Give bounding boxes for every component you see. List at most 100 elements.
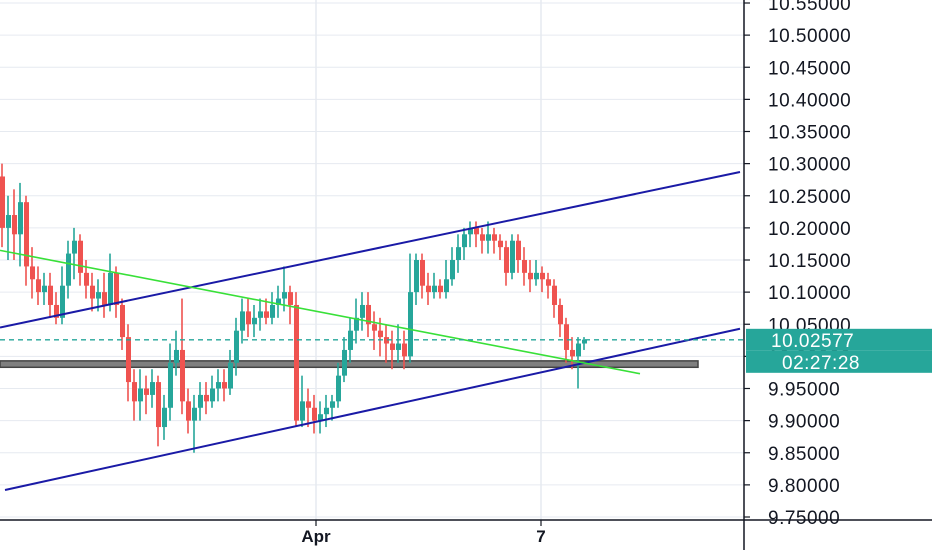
candle bbox=[192, 394, 197, 453]
candle bbox=[474, 221, 479, 248]
candle-body bbox=[498, 240, 503, 248]
candle bbox=[276, 285, 281, 318]
candle bbox=[318, 401, 323, 434]
candle bbox=[288, 285, 293, 325]
candle-body bbox=[156, 382, 161, 428]
candle-body bbox=[198, 394, 203, 408]
candle-body bbox=[276, 298, 281, 305]
candle-body bbox=[408, 292, 413, 357]
candle-body bbox=[288, 292, 293, 305]
candle-body bbox=[90, 285, 95, 299]
candle bbox=[534, 260, 539, 286]
candle-body bbox=[354, 317, 359, 331]
candle bbox=[6, 195, 11, 260]
candle-body bbox=[390, 343, 395, 350]
candle-body bbox=[258, 311, 263, 318]
candle-body bbox=[204, 394, 209, 402]
candle-body bbox=[528, 272, 533, 280]
candle bbox=[138, 369, 143, 421]
candle-body bbox=[54, 304, 59, 318]
price-tick-label: 10.25000 bbox=[768, 187, 851, 208]
candle bbox=[174, 330, 179, 376]
candle bbox=[114, 266, 119, 318]
candle-body bbox=[516, 240, 521, 260]
candle-body bbox=[396, 343, 401, 350]
candle bbox=[492, 227, 497, 254]
candle-body bbox=[84, 272, 89, 286]
candle-body bbox=[582, 339, 587, 344]
candle-body bbox=[552, 285, 557, 305]
candle bbox=[42, 272, 47, 305]
candle-body bbox=[360, 304, 365, 318]
candle bbox=[84, 260, 89, 299]
candle bbox=[300, 375, 305, 428]
candle bbox=[366, 292, 371, 338]
support-zone-rect bbox=[0, 360, 699, 369]
candle-body bbox=[0, 176, 5, 228]
candle-body bbox=[564, 324, 569, 350]
candle-body bbox=[444, 279, 449, 293]
candle-body bbox=[210, 388, 215, 402]
candle bbox=[222, 369, 227, 402]
candle bbox=[12, 189, 17, 260]
candle bbox=[540, 266, 545, 293]
candle-body bbox=[540, 272, 545, 280]
candle bbox=[0, 163, 5, 248]
candle bbox=[180, 298, 185, 415]
candle bbox=[144, 375, 149, 415]
candle-body bbox=[162, 407, 167, 428]
candles bbox=[0, 163, 587, 453]
candle bbox=[156, 375, 161, 447]
candle bbox=[186, 388, 191, 434]
candle-body bbox=[450, 260, 455, 280]
price-tick-label: 10.10000 bbox=[768, 283, 851, 304]
green-trendline bbox=[0, 249, 641, 375]
price-tick-label: 10.45000 bbox=[768, 58, 851, 79]
price-tick-label: 9.75000 bbox=[768, 508, 840, 529]
candle-body bbox=[234, 330, 239, 363]
candle-body bbox=[504, 247, 509, 273]
candle bbox=[228, 349, 233, 395]
price-tick-label: 10.35000 bbox=[768, 123, 851, 144]
price-tick-label: 10.55000 bbox=[768, 0, 851, 15]
candle bbox=[522, 247, 527, 286]
candle-body bbox=[312, 407, 317, 421]
candle bbox=[528, 260, 533, 293]
candle-body bbox=[324, 407, 329, 415]
candle-body bbox=[150, 382, 155, 395]
candle-body bbox=[144, 388, 149, 395]
candle bbox=[312, 394, 317, 434]
candle bbox=[390, 330, 395, 370]
candle-body bbox=[216, 382, 221, 389]
candle bbox=[306, 388, 311, 428]
last-price-badge bbox=[746, 328, 932, 351]
candle-body bbox=[432, 285, 437, 293]
candle-body bbox=[174, 349, 179, 363]
candle bbox=[414, 253, 419, 305]
candle bbox=[48, 272, 53, 318]
candle bbox=[264, 298, 269, 325]
candle bbox=[330, 394, 335, 421]
candle-body bbox=[108, 272, 113, 305]
candle-body bbox=[42, 285, 47, 293]
candle bbox=[150, 369, 155, 408]
channel-lower-line bbox=[4, 327, 741, 491]
price-tick-label: 9.95000 bbox=[768, 380, 840, 401]
candle-body bbox=[438, 285, 443, 293]
candle-body bbox=[474, 227, 479, 235]
candle bbox=[216, 369, 221, 402]
candle-body bbox=[342, 349, 347, 376]
candle-body bbox=[570, 349, 575, 357]
last-price-value: 10.02577 bbox=[771, 331, 854, 352]
candle bbox=[198, 382, 203, 421]
candle-body bbox=[402, 343, 407, 357]
candle-body bbox=[60, 285, 65, 318]
candle-body bbox=[306, 401, 311, 408]
candle bbox=[132, 369, 137, 421]
candle-body bbox=[264, 311, 269, 318]
candle-body bbox=[270, 304, 275, 318]
candle bbox=[270, 292, 275, 325]
candle bbox=[24, 195, 29, 286]
